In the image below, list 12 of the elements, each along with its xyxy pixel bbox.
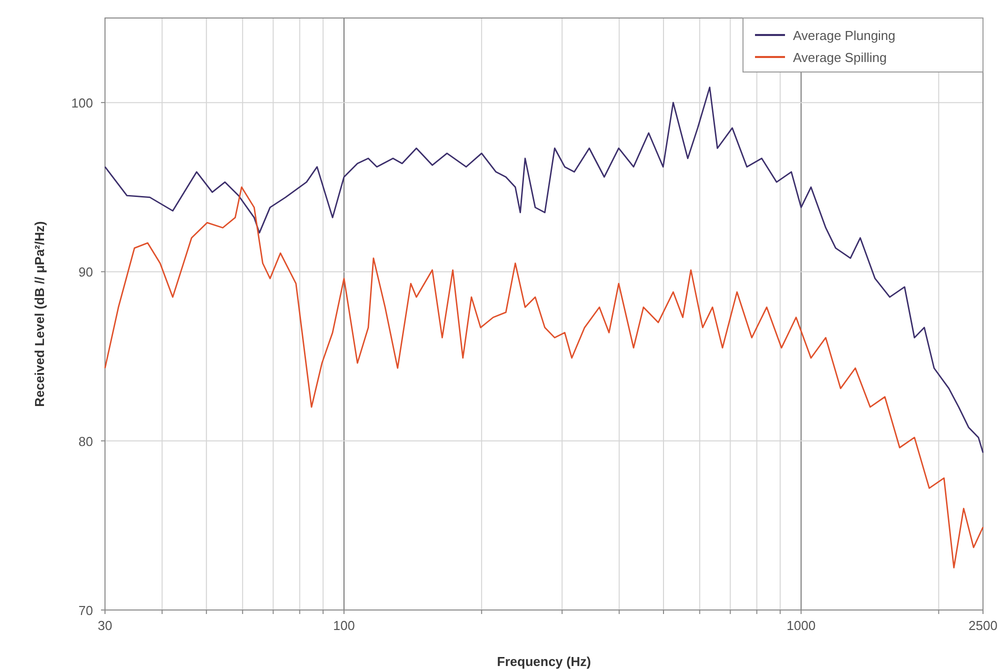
y-axis-title: Received Level (dB // μPa²/Hz) [32,221,47,407]
x-tick-label: 2500 [968,618,998,633]
x-tick-label: 100 [333,618,355,633]
x-tick-label: 1000 [786,618,816,633]
x-axis-title: Frequency (Hz) [497,654,591,669]
y-tick-label: 80 [78,434,93,449]
y-tick-label: 90 [78,264,93,280]
y-tick-label: 70 [78,603,93,618]
legend-label: Average Spilling [793,50,887,65]
y-tick-label: 100 [71,96,93,111]
legend-label: Average Plunging [793,28,896,43]
x-tick-label: 30 [98,618,112,633]
